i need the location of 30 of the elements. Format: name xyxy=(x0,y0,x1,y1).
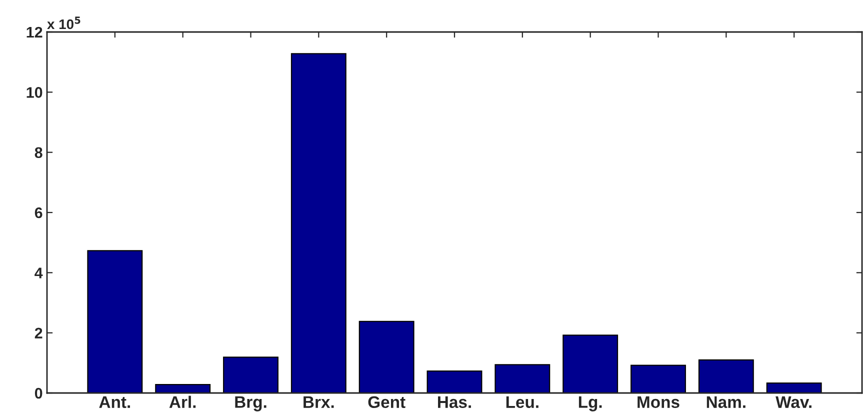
bar xyxy=(426,370,482,393)
x-tick-label: Mons xyxy=(638,396,680,408)
x-tick-label: Gent xyxy=(368,396,406,408)
x-tick-label: Brx. xyxy=(304,396,334,408)
bar xyxy=(290,53,346,393)
y-tick-label: 6 xyxy=(34,207,42,218)
bar xyxy=(223,356,278,393)
x-tick-label: Wav. xyxy=(776,396,812,408)
bar xyxy=(155,384,211,393)
x-tick-label: Has. xyxy=(438,396,471,408)
x-tick-label: Brg. xyxy=(235,396,266,412)
bar xyxy=(494,364,550,393)
bar xyxy=(630,364,686,393)
x-tick-label: Lg. xyxy=(578,396,602,412)
bar xyxy=(766,382,822,393)
bar xyxy=(698,359,754,393)
bar xyxy=(562,334,618,393)
y-tick-label: 8 xyxy=(34,147,42,158)
bar xyxy=(358,320,414,393)
y-tick-label: 2 xyxy=(34,328,42,338)
y-tick-label: 0 xyxy=(34,388,42,399)
x-tick-label: Leu. xyxy=(506,396,538,408)
x-tick-label: Ant. xyxy=(99,396,130,408)
y-tick-label: 4 xyxy=(34,268,43,278)
x-tick-label: Nam. xyxy=(706,396,746,408)
bar xyxy=(87,250,143,393)
y-tick-label: 10 xyxy=(26,87,42,98)
x-tick-label: Arl. xyxy=(169,396,196,408)
y-tick-label: 12 xyxy=(26,26,42,38)
text: x 10$^{5}$ xyxy=(47,16,80,30)
